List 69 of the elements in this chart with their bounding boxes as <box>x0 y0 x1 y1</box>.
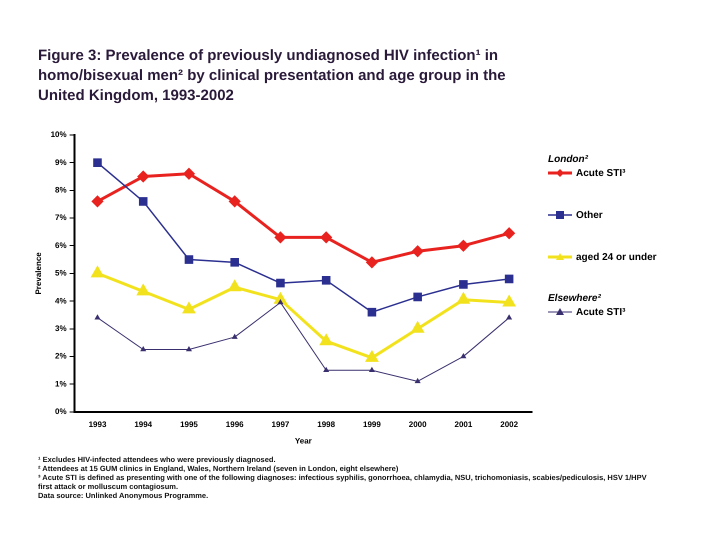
point <box>232 334 238 339</box>
legend-label: aged 24 or under <box>576 252 657 262</box>
point <box>320 334 332 346</box>
point <box>414 378 420 384</box>
point <box>322 276 330 285</box>
x-tick-label: 2000 <box>408 420 428 429</box>
y-tick-label: 2% <box>55 352 67 361</box>
point <box>274 232 286 243</box>
y-tick-label: 1% <box>55 379 67 388</box>
point <box>369 367 375 372</box>
point <box>458 293 470 304</box>
point <box>276 278 285 288</box>
point <box>138 171 149 182</box>
y-axis-title: Prevalence <box>34 252 44 295</box>
point <box>458 240 469 252</box>
legend-title: London² <box>548 154 590 165</box>
point <box>183 168 194 180</box>
point <box>93 158 102 167</box>
x-tick-label: 2001 <box>454 420 473 429</box>
point <box>184 255 194 264</box>
point <box>324 367 329 372</box>
x-tick-label: 1994 <box>134 420 153 429</box>
y-tick-label: 4% <box>55 296 67 306</box>
x-tick-label: 2002 <box>500 420 519 429</box>
chart-title: Figure 3: Prevalence of previously undiagnosed HIV infection¹ in homo/bisexual men² by clinical presentation and age group in the United Kingdom, 1993-2002 <box>38 46 507 106</box>
point <box>320 232 332 243</box>
point <box>94 314 100 320</box>
point <box>413 292 422 302</box>
point <box>506 314 512 320</box>
point <box>183 302 195 314</box>
point <box>186 346 192 352</box>
point <box>368 308 376 316</box>
legend-label: Acute STI³ <box>576 168 626 178</box>
point <box>138 197 148 206</box>
y-tick-label: 8% <box>55 186 67 195</box>
point <box>278 299 284 304</box>
y-tick-label: 3% <box>55 324 67 333</box>
x-tick-label: 1996 <box>226 420 244 429</box>
point <box>412 246 424 257</box>
x-tick-label: 1995 <box>180 420 198 429</box>
point <box>92 196 103 207</box>
x-tick-label: 1999 <box>363 420 382 429</box>
point <box>503 296 515 306</box>
point <box>230 258 239 267</box>
y-tick-label: 7% <box>55 213 67 222</box>
point <box>228 280 241 292</box>
text: Elsewhere² <box>548 293 602 304</box>
point <box>459 280 468 289</box>
y-tick-label: 9% <box>55 158 67 167</box>
x-axis-title: Year <box>294 436 312 446</box>
point <box>460 353 466 358</box>
y-tick-label: 0% <box>55 407 67 416</box>
point <box>92 266 104 278</box>
point <box>366 351 378 362</box>
x-tick-label: 1998 <box>317 420 336 429</box>
x-tick-label: 1997 <box>272 420 290 429</box>
x-tick-label: 1993 <box>88 420 107 429</box>
y-tick-label: 5% <box>55 268 67 278</box>
point <box>412 322 424 333</box>
point <box>137 284 150 296</box>
point <box>140 346 146 352</box>
y-tick-label: 6% <box>55 240 67 250</box>
y-tick-label: 10% <box>50 130 67 140</box>
legend-label: Acute STI³ <box>576 306 626 318</box>
point <box>229 196 240 207</box>
point <box>504 274 514 284</box>
point <box>366 256 378 268</box>
point <box>504 228 515 239</box>
legend-label: Other <box>576 210 603 220</box>
